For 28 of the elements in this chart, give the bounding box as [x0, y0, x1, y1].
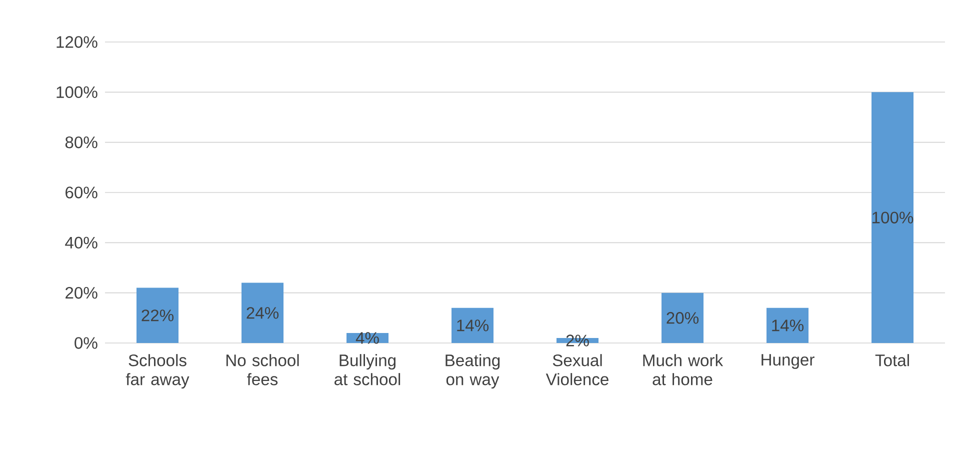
y-tick-label: 0%	[74, 337, 98, 349]
x-tick-label: Hunger	[762, 354, 814, 369]
x-tick-label: Bullying at school	[334, 354, 400, 386]
data-label: 4%	[356, 332, 379, 344]
x-tick-label: Much work at home	[643, 354, 724, 386]
data-label: 24%	[246, 307, 279, 319]
x-tick-label: Beating on way	[446, 354, 500, 389]
y-tick-label: 40%	[65, 236, 98, 249]
y-tick-label: 60%	[66, 186, 98, 198]
bar	[872, 92, 914, 343]
x-tick-label: Total	[875, 354, 909, 366]
data-label: 14%	[772, 320, 804, 332]
data-label: 14%	[457, 320, 489, 332]
y-tick-label: 120%	[56, 36, 98, 48]
bar	[136, 288, 179, 343]
data-label: 100%	[872, 212, 914, 224]
data-label: 22%	[142, 310, 174, 322]
y-tick-label: 20%	[66, 286, 98, 299]
y-tick-label: 100%	[56, 86, 98, 98]
bar	[452, 308, 494, 343]
bar	[766, 308, 809, 343]
x-tick-label: No school fees	[226, 354, 299, 386]
y-tick-label: 80%	[65, 136, 98, 148]
data-label: 20%	[666, 312, 699, 324]
x-tick-label: Schools far away	[126, 354, 190, 389]
x-tick-label: Sexual Violence	[546, 354, 608, 386]
bar	[662, 292, 704, 343]
bar	[242, 282, 284, 343]
